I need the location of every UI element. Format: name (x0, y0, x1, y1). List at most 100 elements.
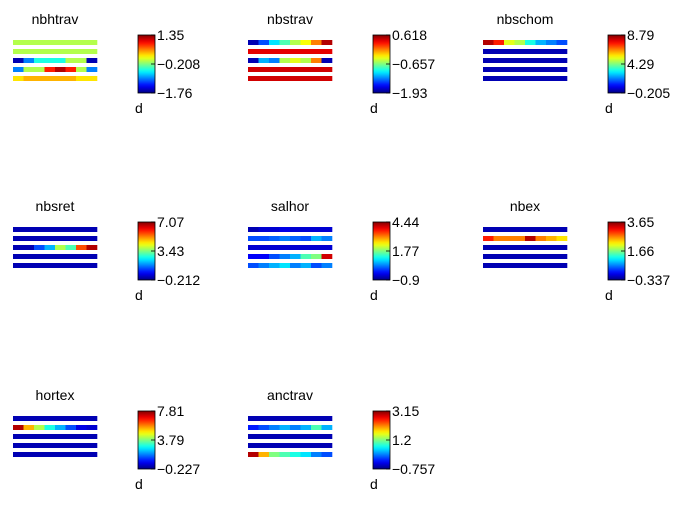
colorbar-tick-label: −0.757 (392, 461, 435, 477)
heatmap-cell (311, 58, 322, 63)
heatmap-cell (13, 452, 24, 457)
heatmap-cell (300, 425, 312, 430)
heatmap-cell (300, 452, 312, 457)
heatmap-cell (556, 245, 568, 250)
heatmap-cell (55, 416, 66, 421)
heatmap-cell (493, 40, 505, 45)
heatmap-cell (55, 443, 66, 448)
colorbar-tick-label: 1.66 (627, 243, 654, 259)
heatmap-cell (311, 416, 322, 421)
heatmap-cell (483, 254, 494, 259)
heatmap-cell (546, 67, 557, 72)
heatmap-cell (76, 263, 87, 268)
heatmap-cell (86, 227, 98, 232)
heatmap-cell (258, 236, 270, 241)
panel-title: nbhtrav (32, 11, 79, 27)
panel-salhor: salhor 4.44 1.77 −0.9 d (248, 198, 420, 303)
heatmap-cell (86, 254, 98, 259)
heatmap-cell (258, 245, 270, 250)
heatmap-cell (321, 40, 333, 45)
heatmap-cell (258, 425, 270, 430)
heatmap-cell (76, 227, 87, 232)
colorbar-tick-label: 4.44 (392, 214, 419, 230)
heatmap-cell (311, 434, 322, 439)
heatmap-cell (556, 76, 568, 81)
heatmap-cell (65, 49, 77, 54)
colorbar-tick-label: 1.35 (157, 27, 184, 43)
colorbar-label: d (135, 100, 143, 116)
heatmap-cell (13, 434, 24, 439)
heatmap-cell (483, 76, 494, 81)
heatmap-cell (13, 443, 24, 448)
colorbar-tick-label: −0.657 (392, 56, 435, 72)
heatmap-cell (34, 67, 45, 72)
heatmap-cell (321, 434, 333, 439)
heatmap-cell (44, 263, 56, 268)
colorbar-tick-label: 8.79 (627, 27, 654, 43)
heatmap-cell (300, 40, 312, 45)
colorbar (373, 222, 390, 280)
heatmap-cell (483, 245, 494, 250)
colorbar (373, 35, 390, 93)
heatmap-cell (525, 236, 536, 241)
heatmap-cell (493, 49, 505, 54)
panel-nbschom: nbschom 8.79 4.29 −0.205 d (483, 11, 670, 116)
heatmap-cell (546, 263, 557, 268)
heatmap-cell (504, 49, 515, 54)
heatmap-cell (514, 263, 526, 268)
heatmap-cell (258, 254, 270, 259)
heatmap-cell (279, 227, 291, 232)
heatmap-cell (525, 76, 536, 81)
heatmap-cell (269, 425, 280, 430)
heatmap-cell (321, 245, 333, 250)
panel-hortex: hortex 7.81 3.79 −0.227 d (13, 387, 200, 492)
heatmap-cell (300, 254, 312, 259)
heatmap-cell (300, 245, 312, 250)
colorbar-label: d (135, 287, 143, 303)
heatmap-cell (535, 76, 547, 81)
heatmap-cell (525, 58, 536, 63)
panel-title: nbsret (36, 198, 75, 214)
heatmap-cell (483, 236, 494, 241)
heatmap-cell (23, 254, 35, 259)
heatmap-cell (535, 227, 547, 232)
colorbar-tick-label: −0.9 (392, 272, 420, 288)
heatmap-cell (248, 67, 259, 72)
heatmap-cell (311, 425, 322, 430)
heatmap-cell (34, 443, 45, 448)
heatmap-cell (321, 263, 333, 268)
heatmap-cell (504, 254, 515, 259)
heatmap-cell (76, 434, 87, 439)
heatmap-cell (290, 434, 301, 439)
heatmap-cell (546, 254, 557, 259)
heatmap-cell (514, 254, 526, 259)
colorbar-tick-label: 1.77 (392, 243, 419, 259)
heatmap-cell (258, 40, 270, 45)
heatmap-cell (76, 425, 87, 430)
heatmap-cell (535, 58, 547, 63)
heatmap-cell (311, 67, 322, 72)
heatmap-cell (86, 434, 98, 439)
heatmap-cell (65, 227, 77, 232)
heatmap-cell (525, 67, 536, 72)
heatmap-cell (535, 254, 547, 259)
heatmap-cell (556, 49, 568, 54)
heatmap-cell (269, 58, 280, 63)
heatmap-cell (311, 443, 322, 448)
heatmap-cell (13, 245, 24, 250)
heatmap-cell (290, 245, 301, 250)
heatmap-cell (34, 434, 45, 439)
heatmap-cell (300, 236, 312, 241)
heatmap-cell (248, 40, 259, 45)
heatmap-cell (483, 40, 494, 45)
colorbar-tick-label: 1.2 (392, 432, 412, 448)
heatmap-cell (76, 40, 87, 45)
heatmap-cell (65, 67, 77, 72)
heatmap-cell (86, 236, 98, 241)
colorbar-tick-label: −0.205 (627, 85, 670, 101)
heatmap-cell (311, 227, 322, 232)
heatmap-cell (311, 236, 322, 241)
heatmap-cell (311, 76, 322, 81)
heatmap-cell (248, 425, 259, 430)
